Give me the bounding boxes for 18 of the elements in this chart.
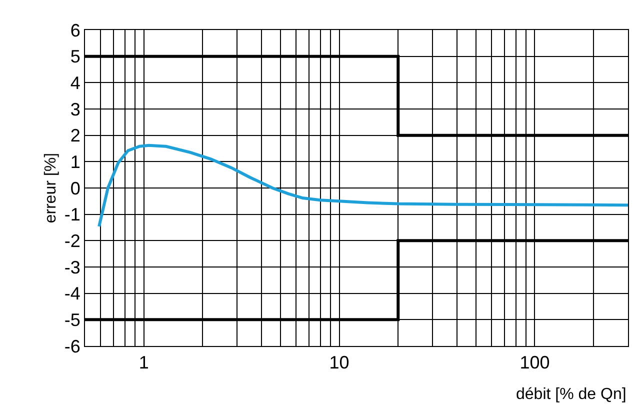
y-tick-label: 4	[70, 72, 80, 93]
y-tick-label: 2	[70, 126, 80, 146]
y-tick-label: 0	[70, 178, 80, 198]
y-tick-label: 3	[70, 99, 80, 120]
y-tick-label: 6	[70, 20, 80, 40]
x-tick-label: 100	[520, 352, 550, 373]
x-tick-label: 1	[138, 352, 149, 373]
y-tick-label: -4	[64, 284, 80, 304]
y-tick-label: -3	[64, 257, 80, 278]
y-axis-title: erreur [%]	[42, 152, 60, 224]
y-tick-label: -1	[64, 204, 80, 225]
y-tick-label: -2	[64, 230, 80, 251]
y-tick-label: -5	[64, 310, 80, 330]
y-tick-label: 1	[70, 152, 80, 172]
y-tick-label: -6	[64, 336, 80, 356]
x-axis-title: débit [% de Qn]	[516, 386, 626, 403]
x-tick-label: 10	[329, 352, 350, 373]
y-tick-label: 5	[70, 46, 80, 67]
